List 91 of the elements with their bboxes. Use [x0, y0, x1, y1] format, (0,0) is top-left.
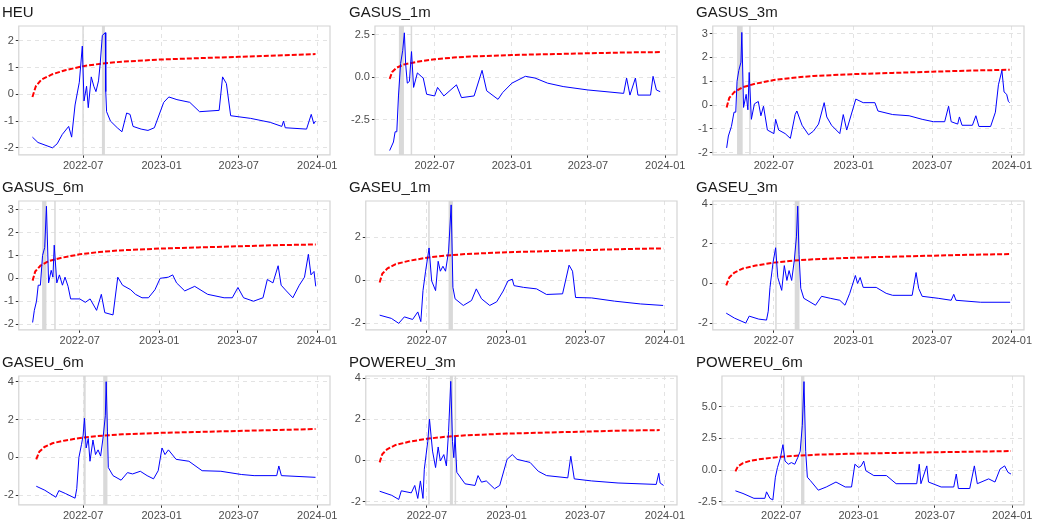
y-tick-label: -2.5 — [697, 494, 717, 507]
x-tick-label: 2024-01 — [296, 334, 338, 347]
x-tick-label: 2023-07 — [914, 509, 955, 522]
chart-title: GASEU_3m — [696, 178, 778, 196]
y-tick-label: -1 — [4, 114, 14, 127]
x-tick-label: 2023-07 — [217, 334, 258, 347]
y-tick-label: 2 — [701, 236, 708, 249]
x-tick-label: 2023-07 — [564, 334, 606, 347]
y-tick-label: -2 — [698, 145, 708, 158]
y-tick-label: 2.5 — [701, 431, 717, 444]
y-tick-label: -2 — [351, 494, 361, 507]
y-tick-label: -2 — [4, 488, 14, 501]
x-tick-label: 2024-01 — [992, 509, 1033, 522]
line-series — [725, 68, 1011, 109]
y-tick-label: -2 — [351, 316, 361, 329]
y-tick-label: -2.5 — [350, 112, 370, 125]
x-tick-label: 2022-07 — [414, 159, 455, 172]
x-tick-label: 2024-01 — [644, 334, 686, 347]
line-series — [378, 429, 661, 464]
y-tick-label: 4 — [701, 197, 708, 210]
x-tick-label: 2023-01 — [139, 334, 180, 347]
x-tick-label: 2023-07 — [567, 159, 609, 172]
y-tick-label: 2 — [7, 225, 14, 238]
x-tick-label: 2023-01 — [838, 509, 879, 522]
y-tick-label: 0 — [701, 98, 708, 111]
y-tick-label: 0 — [354, 453, 361, 466]
y-tick-label: 0 — [354, 273, 361, 286]
x-tick-label: 2022-07 — [753, 334, 795, 347]
line-series — [725, 253, 1012, 287]
x-tick-label: 2022-07 — [761, 509, 802, 522]
x-tick-label: 2023-01 — [141, 159, 182, 172]
x-tick-label: 2024-01 — [991, 334, 1033, 347]
y-tick-label: 0 — [7, 271, 14, 284]
x-tick-label: 2024-01 — [991, 159, 1033, 172]
x-tick-label: 2023-01 — [141, 509, 182, 522]
x-tick-label: 2024-01 — [644, 509, 686, 522]
y-tick-label: 0 — [7, 450, 14, 463]
y-tick-label: 2 — [7, 412, 14, 425]
y-tick-label: 3 — [7, 202, 14, 215]
y-tick-label: 1 — [701, 74, 708, 87]
x-tick-label: 2022-07 — [406, 334, 448, 347]
y-tick-label: 2 — [7, 33, 14, 46]
x-tick-label: 2023-07 — [218, 159, 259, 172]
chart-title: POWEREU_6m — [696, 353, 803, 371]
x-tick-label: 2024-01 — [297, 509, 338, 522]
chart-title: HEU — [2, 3, 34, 21]
x-tick-label: 2023-07 — [911, 334, 953, 347]
x-tick-label: 2023-01 — [833, 334, 874, 347]
x-tick-label: 2023-01 — [486, 334, 527, 347]
y-tick-label: -2 — [4, 140, 14, 153]
chart-title: GASUS_6m — [2, 178, 84, 196]
x-tick-label: 2024-01 — [645, 159, 686, 172]
chart-title: GASEU_1m — [349, 178, 431, 196]
y-tick-label: 0.0 — [354, 70, 370, 83]
y-tick-label: 5.0 — [701, 399, 717, 412]
x-tick-label: 2022-07 — [59, 334, 100, 347]
x-tick-label: 2023-01 — [491, 159, 533, 172]
y-tick-label: 4 — [354, 371, 361, 384]
y-tick-label: 2 — [354, 230, 361, 243]
y-tick-label: 0 — [7, 87, 14, 100]
y-tick-label: -2 — [698, 316, 708, 329]
y-tick-label: -1 — [4, 294, 14, 307]
x-tick-label: 2023-01 — [833, 159, 874, 172]
line-series — [388, 51, 662, 80]
y-tick-label: 3 — [701, 26, 708, 39]
line-series — [31, 243, 317, 282]
x-tick-label: 2023-07 — [218, 509, 259, 522]
chart-title: GASEU_6m — [2, 353, 84, 371]
y-tick-label: 4 — [7, 374, 14, 387]
x-tick-label: 2022-07 — [406, 509, 448, 522]
x-tick-label: 2023-07 — [564, 509, 606, 522]
y-tick-label: 0.0 — [701, 463, 717, 476]
x-tick-label: 2023-07 — [911, 159, 953, 172]
y-tick-label: 2 — [354, 412, 361, 425]
x-tick-label: 2024-01 — [297, 159, 338, 172]
x-tick-label: 2022-07 — [62, 159, 104, 172]
y-tick-label: -2 — [4, 317, 14, 330]
x-tick-label: 2022-07 — [62, 509, 104, 522]
line-series — [734, 450, 1012, 473]
y-tick-label: -1 — [698, 121, 708, 134]
chart-title: POWEREU_3m — [349, 353, 456, 371]
y-tick-label: 1 — [7, 60, 14, 73]
y-tick-label: 1 — [7, 248, 14, 261]
chart-title: GASUS_1m — [349, 3, 431, 21]
y-tick-label: 2.5 — [354, 27, 370, 40]
chart-title: GASUS_3m — [696, 3, 778, 21]
y-tick-label: 0 — [701, 276, 708, 289]
line-series — [31, 53, 317, 98]
x-tick-label: 2023-01 — [486, 509, 527, 522]
y-tick-label: 2 — [701, 50, 708, 63]
x-tick-label: 2022-07 — [753, 159, 795, 172]
